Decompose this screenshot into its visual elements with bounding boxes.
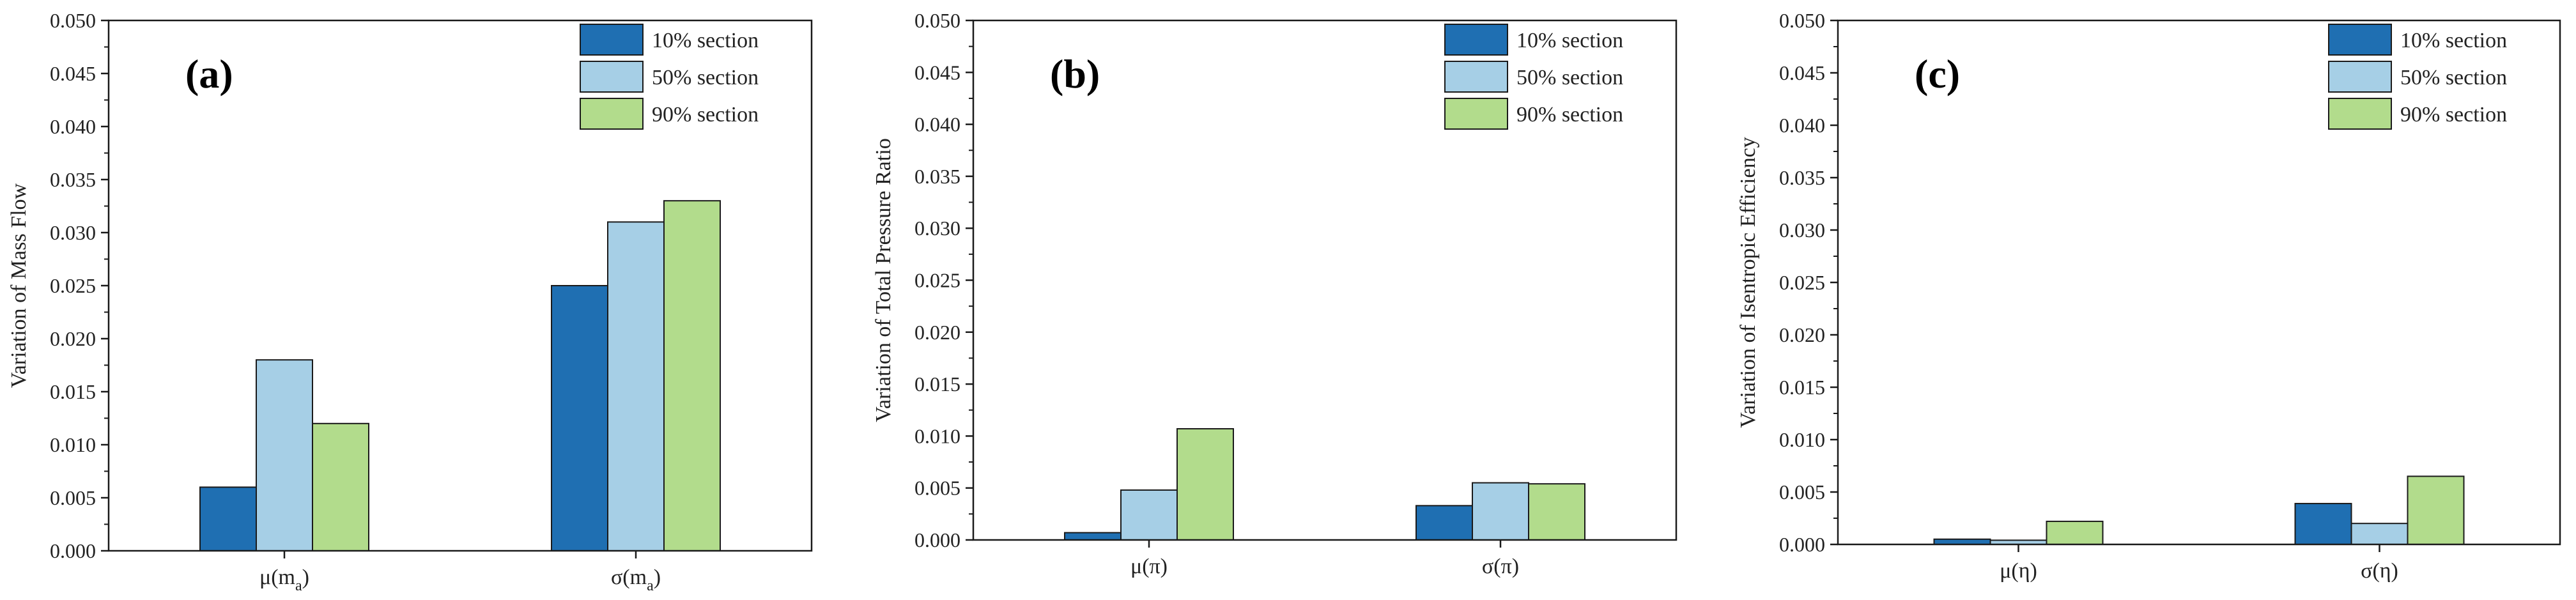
y-tick-label: 0.010	[1779, 428, 1825, 451]
panel-0: 0.000 0.005 0.010 0.015 0.020 0.025 0.030 0.035…	[7, 9, 813, 594]
x-tick-label: μ(η)	[2000, 559, 2037, 583]
bar-1-0	[1415, 505, 1473, 541]
y-tick-label: 0.000	[1779, 533, 1825, 556]
panel-label: (a)	[185, 51, 233, 96]
bar-0-0	[199, 486, 257, 552]
y-tick-label: 0.040	[50, 115, 96, 138]
legend: 10% section 50% section 90% section	[1444, 24, 1623, 130]
plot-frame	[972, 19, 1677, 541]
y-tick-label: 0.005	[50, 486, 96, 509]
y-tick-label: 0.050	[1779, 9, 1825, 32]
legend-entry: 90% section	[1516, 103, 1623, 127]
bar-0-0	[1064, 532, 1122, 541]
legend-swatch	[1444, 61, 1508, 93]
y-tick-label: 0.020	[914, 321, 960, 344]
bar-1-0	[2294, 503, 2352, 545]
y-tick-label: 0.005	[1779, 481, 1825, 504]
bar-0-2	[1176, 428, 1234, 541]
panel-label: (b)	[1050, 51, 1100, 96]
plot-frame	[1837, 19, 2561, 546]
x-tick-label: σ(ma)	[611, 565, 661, 594]
y-tick-label: 0.005	[914, 477, 960, 500]
y-tick-label: 0.025	[1779, 271, 1825, 294]
x-tick-label: μ(π)	[1130, 555, 1168, 578]
y-tick-label: 0.025	[50, 274, 96, 297]
bar-1-2	[1528, 483, 1585, 541]
y-tick-label: 0.045	[1779, 61, 1825, 84]
y-tick-label: 0.030	[914, 217, 960, 240]
legend-swatch	[2328, 98, 2392, 130]
y-tick-label: 0.010	[50, 433, 96, 456]
legend: 10% section 50% section 90% section	[2328, 24, 2507, 130]
x-tick-label: σ(η)	[2361, 559, 2398, 583]
x-tick-label: σ(π)	[1482, 555, 1519, 578]
x-tick-label: μ(ma)	[259, 565, 309, 594]
bar-0-1	[1120, 489, 1178, 541]
panel-label: (c)	[1915, 51, 1960, 96]
panel-2: 0.000 0.005 0.010 0.015 0.020 0.025 0.030 0.035…	[1736, 9, 2561, 583]
legend-swatch	[2328, 61, 2392, 93]
legend-entry: 10% section	[1516, 29, 1623, 52]
legend-entry: 90% section	[2400, 103, 2507, 127]
y-axis-label: Variation of Mass Flow	[7, 183, 31, 388]
bar-0-2	[2046, 520, 2104, 545]
legend-entry: 50% section	[2400, 66, 2507, 89]
y-axis-label: Variation of Total Pressure Ratio	[872, 138, 895, 422]
y-tick-label: 0.050	[914, 9, 960, 32]
bar-1-2	[663, 200, 721, 551]
y-axis-label: Variation of Isentropic Efficiency	[1736, 137, 1760, 427]
panel-1: 0.000 0.005 0.010 0.015 0.020 0.025 0.030 0.035…	[872, 9, 1677, 578]
bar-0-1	[256, 359, 313, 551]
y-tick-label: 0.030	[1779, 219, 1825, 242]
y-tick-label: 0.015	[1779, 376, 1825, 399]
bar-0-2	[312, 422, 369, 551]
legend-swatch	[2328, 24, 2392, 56]
y-tick-label: 0.000	[914, 528, 960, 551]
y-tick-label: 0.050	[50, 9, 96, 32]
y-tick-label: 0.010	[914, 424, 960, 447]
legend-swatch	[580, 98, 644, 130]
legend-entry: 10% section	[2400, 29, 2507, 52]
legend-entry: 90% section	[652, 103, 759, 127]
legend-swatch	[1444, 24, 1508, 56]
y-tick-label: 0.035	[1779, 166, 1825, 189]
y-tick-label: 0.035	[50, 168, 96, 191]
y-tick-label: 0.000	[50, 539, 96, 562]
y-tick-label: 0.030	[50, 221, 96, 244]
legend-swatch	[1444, 98, 1508, 130]
y-tick-label: 0.035	[914, 165, 960, 188]
legend-swatch	[580, 24, 644, 56]
legend: 10% section 50% section 90% section	[580, 24, 759, 130]
bar-1-2	[2407, 475, 2465, 546]
bar-1-1	[1472, 482, 1529, 541]
y-tick-label: 0.045	[50, 62, 96, 85]
bar-1-1	[607, 221, 665, 551]
y-tick-label: 0.025	[914, 269, 960, 292]
legend-entry: 10% section	[652, 29, 759, 52]
y-tick-label: 0.020	[1779, 323, 1825, 346]
y-tick-label: 0.015	[914, 373, 960, 396]
y-tick-label: 0.015	[50, 380, 96, 403]
y-tick-label: 0.020	[50, 327, 96, 350]
legend-entry: 50% section	[652, 66, 759, 89]
legend-swatch	[580, 61, 644, 93]
y-tick-label: 0.040	[1779, 114, 1825, 137]
bar-1-0	[551, 285, 608, 551]
y-tick-label: 0.040	[914, 113, 960, 136]
legend-entry: 50% section	[1516, 66, 1623, 89]
y-tick-label: 0.045	[914, 61, 960, 84]
bar-1-1	[2350, 523, 2409, 546]
